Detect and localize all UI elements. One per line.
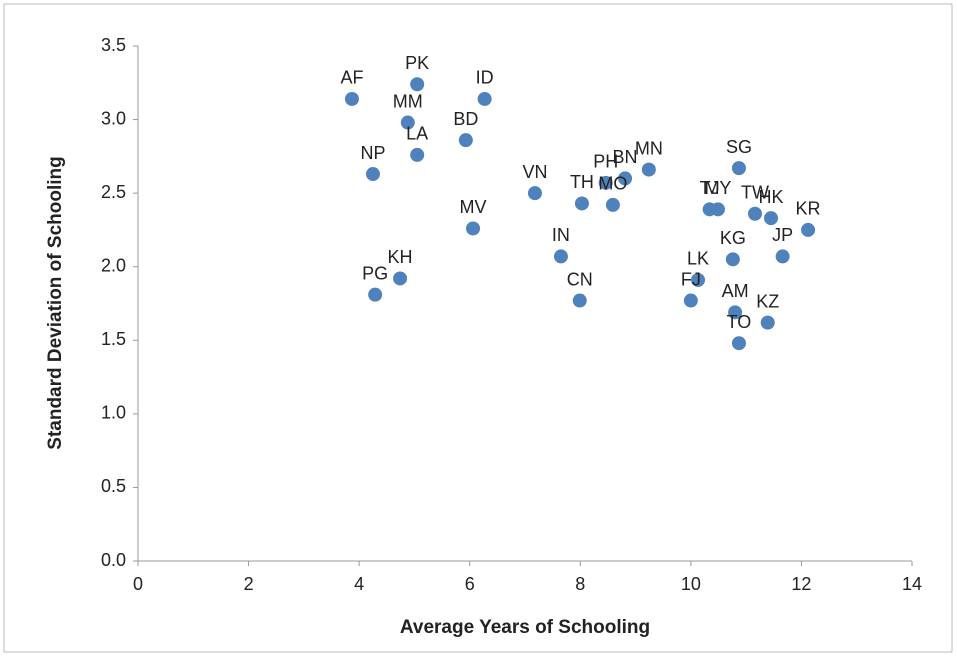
chart-frame [3,3,953,653]
point [801,222,816,237]
point-label: MO [598,174,627,194]
point-label: KR [796,199,821,219]
point [618,171,633,186]
x-tick-label: 6 [465,574,475,594]
point-label: BN [613,147,638,167]
point-label: MY [704,178,731,198]
point [691,272,706,287]
point-label: MM [393,91,423,111]
point [393,271,408,286]
y-tick-label: 3.0 [101,108,126,128]
x-tick-label: 2 [244,574,254,594]
point [574,196,589,211]
y-tick-label: 2.0 [101,255,126,275]
point [683,293,698,308]
point [400,115,415,130]
x-tick-label: 12 [791,574,811,594]
point [527,186,542,201]
point-label: TO [727,312,752,332]
point [553,249,568,264]
point [410,147,425,162]
point [365,167,380,182]
point-label: IN [552,225,570,245]
point-label: AF [340,68,363,88]
point [728,305,743,320]
x-tick-label: 14 [902,574,922,594]
y-tick-label: 2.5 [101,182,126,202]
point-label: PK [405,53,429,73]
point-label: KZ [756,291,779,311]
point [731,161,746,176]
point [764,211,779,226]
point [466,221,481,236]
x-tick-label: 8 [575,574,585,594]
point [344,91,359,106]
point [410,77,425,92]
point-label: BD [453,109,478,129]
x-tick-label: 10 [681,574,701,594]
point-label: SG [726,137,752,157]
point [458,133,473,148]
point-label: KH [388,247,413,267]
point [605,197,620,212]
point [598,175,613,190]
point-label: TH [570,172,594,192]
point-label: NP [360,143,385,163]
point-label: PG [362,263,388,283]
point-label: VN [522,162,547,182]
point-label: KG [720,228,746,248]
point-label: AM [722,281,749,301]
point [775,249,790,264]
y-tick-label: 0.5 [101,476,126,496]
x-tick-label: 4 [354,574,364,594]
point-label: LA [406,124,428,144]
point [760,315,775,330]
point [747,206,762,221]
point [368,287,383,302]
x-axis-title: Average Years of Schooling [400,617,650,638]
point [572,293,587,308]
point-label: FJ [681,269,701,289]
y-tick-label: 1.0 [101,403,126,423]
point-label: MN [635,138,663,158]
point [725,252,740,267]
point [477,91,492,106]
y-axis-title: Standard Deviation of Schooling [45,156,66,449]
point-label: TJ [700,178,720,198]
x-tick-label: 0 [133,574,143,594]
y-tick-label: 0.0 [101,550,126,570]
point-label: PH [593,152,618,172]
point-label: HK [759,187,784,207]
y-tick-label: 3.5 [101,35,126,55]
point-label: CN [567,269,593,289]
point-label: JP [772,225,793,245]
y-tick-label: 1.5 [101,329,126,349]
point-label: LK [687,249,709,269]
point-label: ID [476,68,494,88]
point [641,162,656,177]
point-label: MV [460,197,487,217]
point [710,202,725,217]
point [731,336,746,351]
point-label: TW [741,182,769,202]
